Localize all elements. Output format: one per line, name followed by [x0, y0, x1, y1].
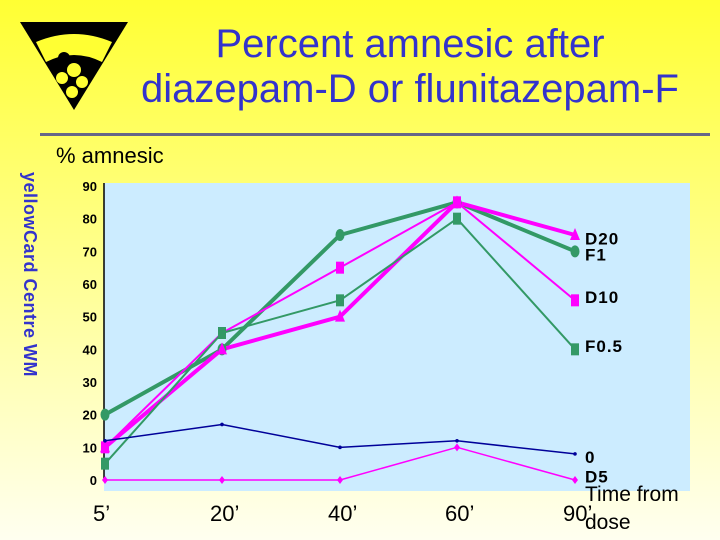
data-point: [573, 452, 577, 456]
series-markers: [100, 195, 580, 484]
page-title: Percent amnesic after diazepam-D or flun…: [110, 22, 710, 112]
legend-label: 0: [585, 448, 595, 467]
y-tick-label: 40: [83, 342, 97, 357]
y-tick-label: 30: [83, 375, 97, 390]
y-tick-label: 90: [83, 179, 97, 194]
x-tick-label: 5’: [93, 501, 110, 526]
legend-label: F1: [585, 246, 607, 265]
data-point: [454, 443, 460, 452]
y-tick-label: 0: [90, 473, 97, 488]
data-point: [335, 309, 345, 322]
data-point: [220, 422, 224, 427]
data-point: [336, 261, 344, 274]
data-point: [335, 229, 345, 241]
data-point: [453, 196, 461, 209]
data-point: [218, 327, 226, 339]
data-point: [453, 212, 461, 225]
data-point: [336, 294, 344, 307]
data-point: [570, 245, 580, 258]
x-axis-label-line-1: Time from: [585, 483, 679, 506]
data-point: [455, 439, 459, 443]
x-tick-labels: 5’ 20’ 40’ 60’ 90’: [93, 501, 592, 526]
x-tick-label: 60’: [445, 501, 474, 526]
y-tick-label: 50: [83, 310, 97, 325]
y-axis-label: % amnesic: [56, 143, 164, 168]
x-axis-label-line-2: dose: [585, 511, 631, 534]
title-line-1: Percent amnesic after: [215, 22, 605, 66]
x-tick-label: 90’: [563, 501, 592, 526]
data-point: [219, 476, 225, 484]
y-tick-label: 20: [83, 408, 97, 423]
data-point: [101, 441, 109, 454]
y-tick-labels: 0 10 20 30 40 50 60 70 80 90: [83, 179, 97, 488]
x-tick-label: 40’: [328, 501, 357, 526]
y-tick-label: 60: [83, 277, 97, 292]
yellow-card-logo: [20, 22, 128, 110]
legend-label: D5: [585, 468, 609, 487]
data-point: [572, 476, 578, 484]
y-tick-label: 70: [83, 244, 97, 259]
side-watermark-text: yellowCard Centre WM: [20, 172, 40, 378]
data-point: [103, 439, 107, 443]
data-point: [101, 457, 109, 470]
data-point: [571, 294, 579, 307]
legend-label: F0.5: [585, 337, 623, 356]
x-tick-label: 20’: [210, 501, 239, 526]
data-point: [337, 476, 343, 484]
data-point: [217, 342, 227, 355]
title-divider: [40, 133, 710, 136]
data-point: [571, 343, 579, 356]
title-line-2: diazepam-D or flunitazepam-F: [141, 67, 679, 111]
data-point: [102, 476, 108, 484]
data-point: [338, 445, 342, 450]
y-tick-label: 10: [83, 440, 97, 455]
legend-label: D10: [585, 288, 619, 307]
data-point: [570, 228, 580, 240]
y-tick-label: 80: [83, 212, 97, 227]
plot-area: [104, 183, 690, 491]
data-point: [100, 408, 110, 421]
legend-label: D20: [585, 229, 619, 248]
